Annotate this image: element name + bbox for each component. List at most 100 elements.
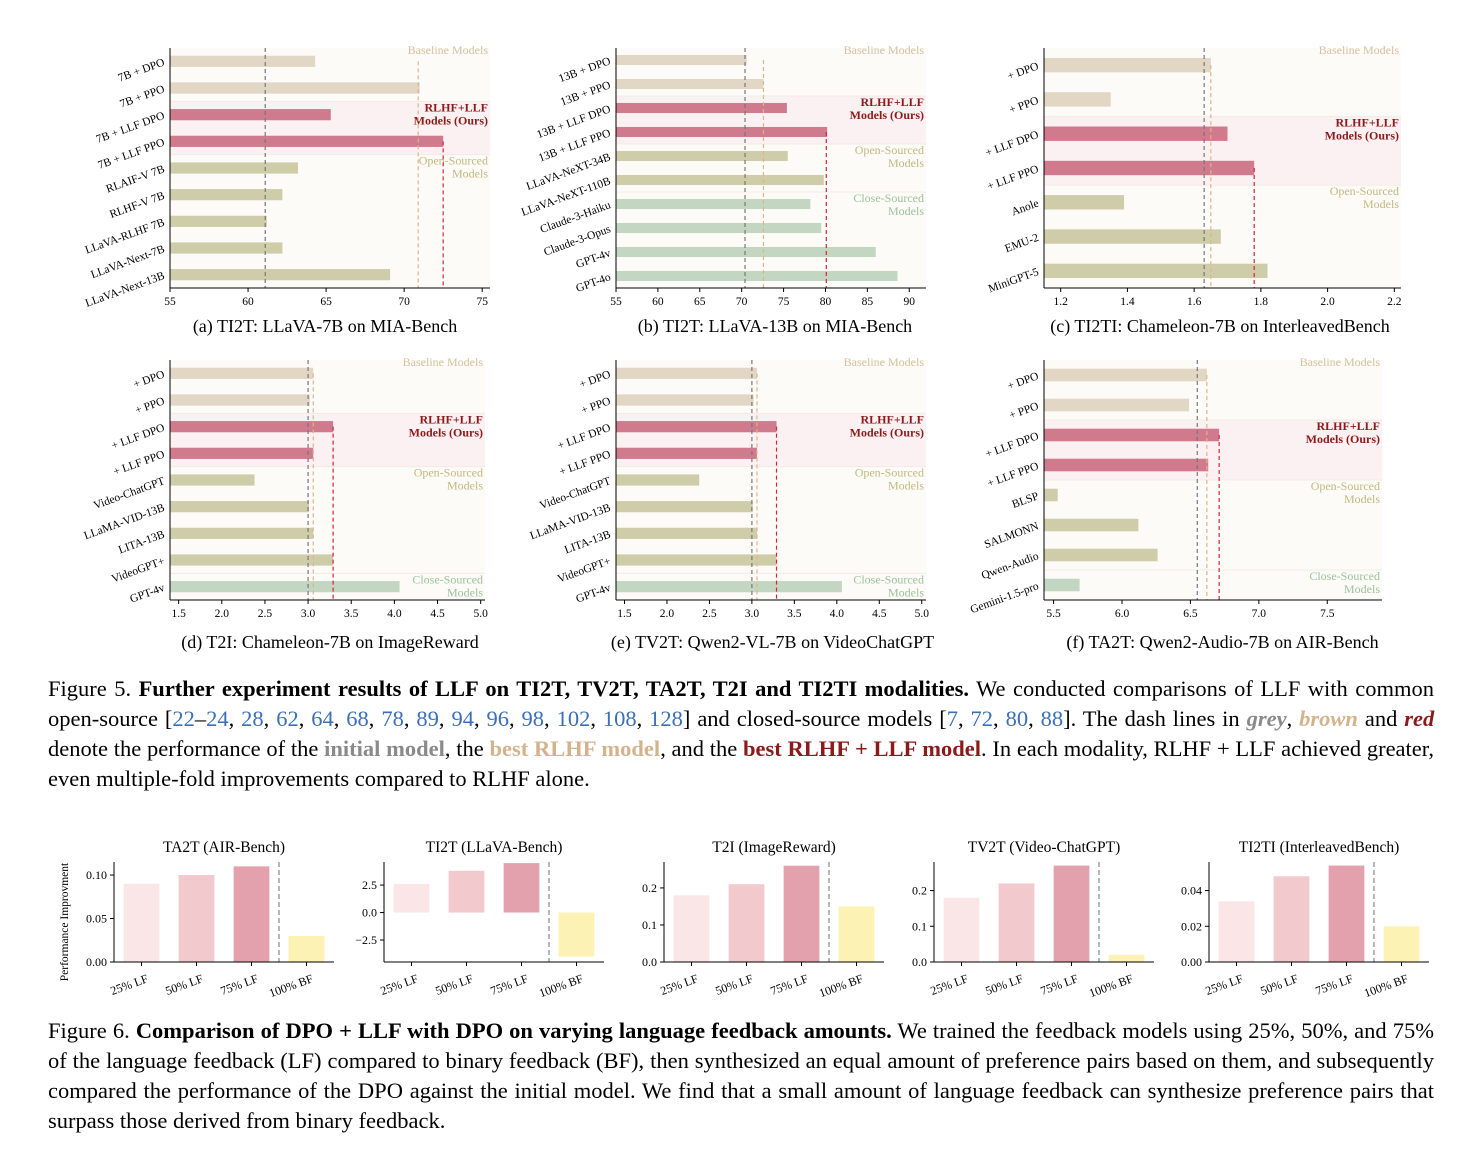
citation-link[interactable]: 80: [1005, 706, 1029, 731]
y-tick-label: 0.02: [1181, 919, 1202, 933]
x-tick-label: 1.8: [1254, 296, 1269, 308]
category-label: 75% LF: [488, 971, 530, 998]
bar: [616, 474, 700, 486]
citation-link[interactable]: 22: [172, 706, 195, 731]
category-label: + LLF DPO: [556, 422, 612, 452]
bar: [616, 246, 876, 258]
category-label: + PPO: [134, 395, 167, 417]
citation-link[interactable]: 128: [649, 706, 683, 731]
bar: [728, 884, 765, 962]
citation-link[interactable]: 102: [556, 706, 591, 731]
bar: [1044, 92, 1111, 107]
category-label: 100% BF: [267, 971, 315, 1000]
bar: [998, 883, 1035, 962]
x-tick-label: 1.2: [1053, 296, 1068, 308]
citation-link[interactable]: 89: [416, 706, 439, 731]
bar: [170, 55, 316, 67]
category-label: + LLF DPO: [984, 129, 1040, 159]
bar: [616, 198, 811, 210]
category-label: GPT-4o: [574, 271, 612, 295]
group-label-open: Models: [447, 479, 483, 493]
group-label-open: Models: [888, 479, 924, 493]
bar: [616, 447, 757, 459]
y-tick-label: 0.10: [86, 868, 107, 882]
x-tick-label: 4.5: [430, 608, 445, 620]
category-label: + DPO: [132, 369, 167, 391]
x-tick-label: 4.5: [872, 608, 887, 620]
bar: [616, 501, 753, 513]
bar: [616, 54, 747, 66]
best-llf-text: best RLHF + LLF model: [743, 736, 981, 761]
citation-link[interactable]: 7: [946, 706, 958, 731]
citation-link[interactable]: 64: [311, 706, 334, 731]
citation-link[interactable]: 72: [970, 706, 994, 731]
panel-title: TV2T (Video-ChatGPT): [968, 839, 1120, 856]
category-label: SALMONN: [983, 520, 1041, 551]
x-tick-label: 5.5: [1046, 608, 1061, 620]
category-label: 50% LF: [1258, 971, 1300, 998]
group-label-baseline: Baseline Models: [844, 355, 925, 369]
citation-link[interactable]: 96: [486, 706, 509, 731]
group-label-open: Open-Sourced: [419, 154, 488, 168]
group-label-ours: RLHF+LLF: [424, 100, 488, 114]
group-label-closed: Close-Sourced: [853, 191, 924, 205]
category-label: VideoGPT+: [556, 555, 612, 585]
bar: [170, 82, 420, 94]
chart-a: Baseline Models RLHF+LLF Models (Ours) Open…: [0, 40, 500, 310]
group-label-closed: Models: [888, 204, 924, 218]
bar: [170, 269, 391, 281]
x-tick-label: 2.5: [258, 608, 273, 620]
group-label-ours: RLHF+LLF: [1335, 116, 1399, 130]
citation-link[interactable]: 108: [602, 706, 637, 731]
citation-link[interactable]: 88: [1040, 706, 1064, 731]
bar: [170, 421, 334, 433]
bar: [123, 883, 160, 962]
bar: [393, 883, 430, 913]
citation-link[interactable]: 62: [276, 706, 299, 731]
category-label: Qwen-Audio: [980, 550, 1041, 582]
group-label-closed: Models: [888, 585, 924, 599]
bar: [1218, 901, 1255, 962]
bar: [170, 394, 310, 406]
bar: [170, 447, 314, 459]
citation-link[interactable]: 94: [451, 706, 474, 731]
citation-link[interactable]: 68: [346, 706, 369, 731]
y-tick-label: 0.0: [362, 906, 377, 920]
citation-link[interactable]: 78: [381, 706, 404, 731]
group-label-baseline: Baseline Models: [1319, 43, 1400, 57]
citation-link[interactable]: 98: [521, 706, 545, 731]
category-label: Gemini-1.5-pro: [969, 580, 1041, 616]
bar: [1044, 578, 1080, 592]
group-label-ours: RLHF+LLF: [860, 95, 924, 109]
chart-f6-4: TV2T (Video-ChatGPT) 25% LF 50% LF 75% LF 10…: [870, 832, 1160, 1007]
y-tick-label: 0.00: [86, 955, 107, 969]
citation-link[interactable]: 24: [206, 706, 229, 731]
group-label-ours: Models (Ours): [414, 113, 488, 127]
category-label: + PPO: [1008, 400, 1041, 422]
category-label: 100% BF: [817, 971, 865, 1000]
category-label: + LLF DPO: [984, 430, 1040, 460]
group-label-open: Open-Sourced: [855, 466, 924, 480]
category-label: EMU-2: [1003, 232, 1040, 255]
chart-e: Baseline Models RLHF+LLF Models (Ours) Open…: [490, 352, 940, 622]
group-label-ours: Models (Ours): [1306, 432, 1380, 446]
y-tick-label: 0.1: [642, 918, 657, 932]
bar: [616, 222, 822, 234]
bar: [170, 367, 314, 379]
category-label: VideoGPT+: [110, 555, 166, 585]
bar: [170, 554, 334, 566]
bar: [1044, 229, 1221, 244]
category-label: 25% LF: [108, 971, 150, 998]
category-label: 7B + DPO: [117, 57, 167, 85]
bar: [1044, 488, 1058, 502]
chart-f6-1: TA2T (AIR-Bench) Performance Improvment 25…: [50, 832, 340, 1007]
chart-b: Baseline Models RLHF+LLF Models (Ours) Open…: [490, 40, 940, 310]
category-label: + DPO: [578, 369, 613, 391]
bar: [170, 135, 444, 147]
y-tick-label: 0.2: [642, 881, 657, 895]
caption-f: (f) TA2T: Qwen2-Audio-7B on AIR-Bench: [1066, 632, 1379, 652]
bar: [616, 78, 764, 90]
category-label: + DPO: [1006, 370, 1041, 392]
initial-model-text: initial model: [324, 736, 445, 761]
citation-link[interactable]: 28: [241, 706, 264, 731]
